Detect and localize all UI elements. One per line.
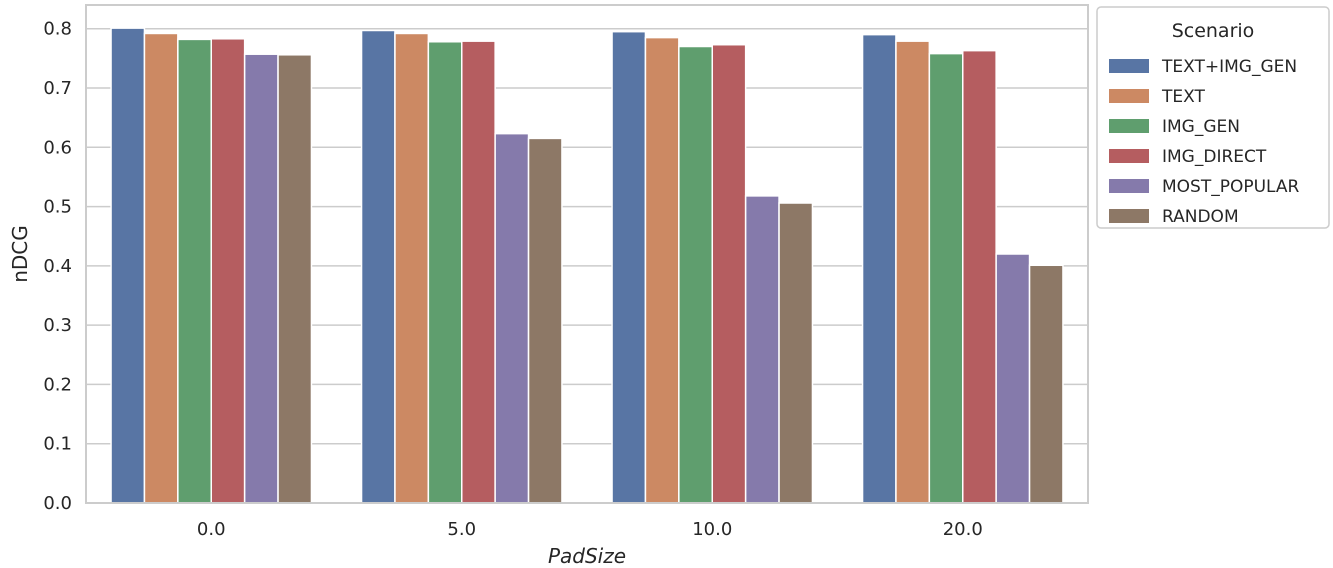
bar-img-gen-1: [427, 41, 463, 504]
x-tick-label: 20.0: [943, 519, 983, 540]
bar-text-0: [143, 32, 179, 504]
bar-random-2: [778, 202, 814, 504]
legend-label: IMG_DIRECT: [1162, 147, 1267, 167]
y-tick-label: 0.0: [43, 493, 72, 514]
legend-swatch: [1109, 89, 1149, 103]
legend-swatch: [1109, 209, 1149, 223]
legend: Scenario TEXT+IMG_GEN TEXT IMG_GEN IMG_DIRE…: [1096, 6, 1330, 229]
bars: [110, 27, 1064, 504]
bar-img-direct-0: [210, 38, 246, 504]
bar-text-img-gen-0: [110, 27, 146, 504]
legend-label: RANDOM: [1162, 207, 1239, 227]
x-tick-label: 10.0: [692, 519, 732, 540]
y-tick-label: 0.8: [43, 19, 72, 40]
legend-swatch: [1109, 149, 1149, 163]
bar-random-1: [527, 137, 563, 504]
y-tick-label: 0.7: [43, 78, 72, 99]
bar-random-3: [1028, 264, 1064, 504]
bar-img-direct-3: [962, 49, 997, 504]
bar-img-direct-2: [711, 43, 747, 504]
legend-title: Scenario: [1172, 20, 1255, 42]
bar-text-1: [394, 32, 430, 504]
legend-label: IMG_GEN: [1162, 117, 1240, 137]
legend-label: MOST_POPULAR: [1162, 177, 1300, 197]
legend-swatch: [1109, 59, 1149, 73]
y-tick-label: 0.2: [43, 374, 72, 395]
x-axis-label: PadSize: [548, 544, 626, 568]
legend-swatch: [1109, 179, 1149, 193]
legend-items: TEXT+IMG_GEN TEXT IMG_GEN IMG_DIRECT MOST_PO…: [1109, 57, 1300, 227]
bar-text-img-gen-1: [360, 29, 396, 504]
bar-most-popular-0: [243, 53, 279, 504]
bar-img-gen-3: [928, 52, 964, 504]
bar-img-gen-2: [678, 45, 713, 504]
tick-labels: 0.0 0.1 0.2 0.3 0.4 0.5 0.6 0.7 0.8 0.0 5.0 10.0 20.…: [43, 19, 982, 540]
bar-text-img-gen-2: [611, 30, 647, 504]
bar-text-3: [895, 40, 931, 504]
x-tick-label: 0.0: [197, 519, 226, 540]
y-tick-label: 0.5: [43, 197, 72, 218]
bar-text-2: [644, 36, 680, 504]
plot-frame: [85, 4, 1089, 504]
legend-label: TEXT+IMG_GEN: [1161, 57, 1297, 77]
bar-most-popular-2: [744, 195, 780, 504]
bar-most-popular-3: [995, 253, 1031, 504]
y-axis-label: nDCG: [8, 225, 32, 283]
legend-box: [1096, 6, 1330, 229]
bar-text-img-gen-3: [861, 33, 897, 504]
x-tick-label: 5.0: [447, 519, 476, 540]
bar-random-0: [277, 54, 313, 504]
bar-most-popular-1: [494, 132, 530, 504]
bar-img-gen-0: [177, 38, 213, 504]
y-tick-label: 0.1: [43, 434, 72, 455]
legend-swatch: [1109, 119, 1149, 133]
legend-label: TEXT: [1161, 87, 1205, 107]
y-tick-label: 0.4: [43, 256, 72, 277]
y-tick-label: 0.6: [43, 137, 72, 158]
y-tick-label: 0.3: [43, 315, 72, 336]
bar-img-direct-1: [461, 40, 496, 504]
